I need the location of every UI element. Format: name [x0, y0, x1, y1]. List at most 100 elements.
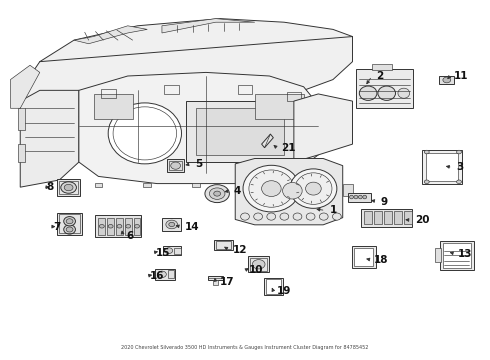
Text: 2: 2: [376, 71, 383, 81]
Ellipse shape: [166, 220, 177, 229]
Bar: [364, 211, 372, 225]
Bar: [167, 159, 184, 172]
Polygon shape: [162, 19, 255, 33]
Bar: [354, 248, 373, 266]
Ellipse shape: [306, 213, 315, 220]
Ellipse shape: [165, 248, 172, 253]
Ellipse shape: [61, 182, 76, 193]
Bar: [208, 276, 222, 280]
Bar: [125, 218, 132, 235]
Bar: [107, 218, 114, 235]
Ellipse shape: [319, 213, 328, 220]
Text: 15: 15: [156, 248, 171, 258]
Ellipse shape: [349, 195, 353, 199]
Bar: [214, 240, 233, 250]
Text: 14: 14: [184, 222, 199, 231]
Ellipse shape: [306, 182, 321, 195]
Bar: [95, 183, 102, 187]
Ellipse shape: [363, 195, 367, 199]
Text: 13: 13: [458, 248, 472, 258]
Text: 10: 10: [249, 265, 264, 275]
Text: 9: 9: [381, 197, 388, 207]
Bar: [426, 153, 458, 181]
Bar: [18, 108, 25, 130]
Text: 20: 20: [415, 215, 430, 225]
Ellipse shape: [158, 271, 166, 278]
Ellipse shape: [398, 88, 410, 98]
Ellipse shape: [126, 225, 131, 228]
Ellipse shape: [424, 180, 429, 184]
Bar: [164, 85, 179, 94]
Bar: [443, 243, 471, 268]
Bar: [361, 209, 412, 226]
Text: 5: 5: [195, 159, 202, 169]
Bar: [343, 184, 353, 196]
Bar: [266, 279, 281, 294]
Text: 2020 Chevrolet Silverado 3500 HD Instruments & Gauges Instrument Cluster Diagram: 2020 Chevrolet Silverado 3500 HD Instrum…: [122, 345, 368, 350]
Bar: [168, 270, 173, 278]
Bar: [264, 278, 283, 296]
Ellipse shape: [354, 195, 358, 199]
Ellipse shape: [205, 185, 229, 203]
Bar: [440, 76, 454, 84]
Polygon shape: [10, 65, 40, 108]
Ellipse shape: [457, 180, 462, 184]
Text: 18: 18: [374, 255, 389, 265]
Bar: [101, 89, 116, 98]
Bar: [116, 218, 123, 235]
Ellipse shape: [135, 225, 140, 228]
Text: 17: 17: [220, 277, 234, 287]
Bar: [18, 144, 25, 162]
Polygon shape: [20, 90, 79, 187]
Ellipse shape: [262, 181, 281, 197]
Bar: [372, 64, 392, 69]
Ellipse shape: [443, 77, 451, 83]
Ellipse shape: [254, 213, 263, 220]
Polygon shape: [294, 94, 352, 162]
Ellipse shape: [64, 225, 75, 234]
Bar: [134, 218, 141, 235]
Bar: [404, 211, 412, 225]
Bar: [95, 215, 141, 237]
Bar: [347, 193, 371, 202]
Bar: [192, 183, 200, 187]
Text: 16: 16: [150, 271, 165, 281]
Polygon shape: [74, 26, 147, 44]
Bar: [162, 218, 181, 231]
Bar: [59, 181, 78, 194]
Bar: [196, 108, 284, 155]
Ellipse shape: [249, 170, 294, 207]
Bar: [186, 101, 294, 162]
Bar: [174, 248, 181, 253]
Ellipse shape: [243, 165, 300, 212]
Polygon shape: [20, 19, 352, 119]
Text: 3: 3: [457, 162, 464, 172]
Ellipse shape: [378, 86, 395, 100]
Ellipse shape: [290, 169, 337, 208]
Bar: [169, 161, 182, 170]
Bar: [57, 179, 80, 196]
Bar: [422, 149, 462, 184]
Ellipse shape: [241, 213, 249, 220]
Ellipse shape: [171, 162, 180, 169]
Ellipse shape: [359, 86, 377, 100]
Ellipse shape: [108, 225, 113, 228]
Ellipse shape: [209, 188, 225, 199]
Ellipse shape: [252, 260, 265, 269]
Bar: [290, 183, 298, 187]
Ellipse shape: [169, 222, 174, 226]
Ellipse shape: [293, 213, 302, 220]
Bar: [435, 248, 441, 262]
Text: 6: 6: [127, 231, 134, 240]
Ellipse shape: [295, 173, 332, 204]
Polygon shape: [235, 158, 343, 225]
Bar: [163, 246, 181, 255]
Ellipse shape: [66, 227, 73, 232]
Text: 12: 12: [233, 245, 248, 255]
Bar: [250, 258, 268, 271]
Text: 19: 19: [277, 286, 292, 296]
Text: 7: 7: [53, 222, 61, 231]
Bar: [144, 183, 151, 187]
Bar: [238, 85, 252, 94]
Ellipse shape: [424, 150, 429, 154]
